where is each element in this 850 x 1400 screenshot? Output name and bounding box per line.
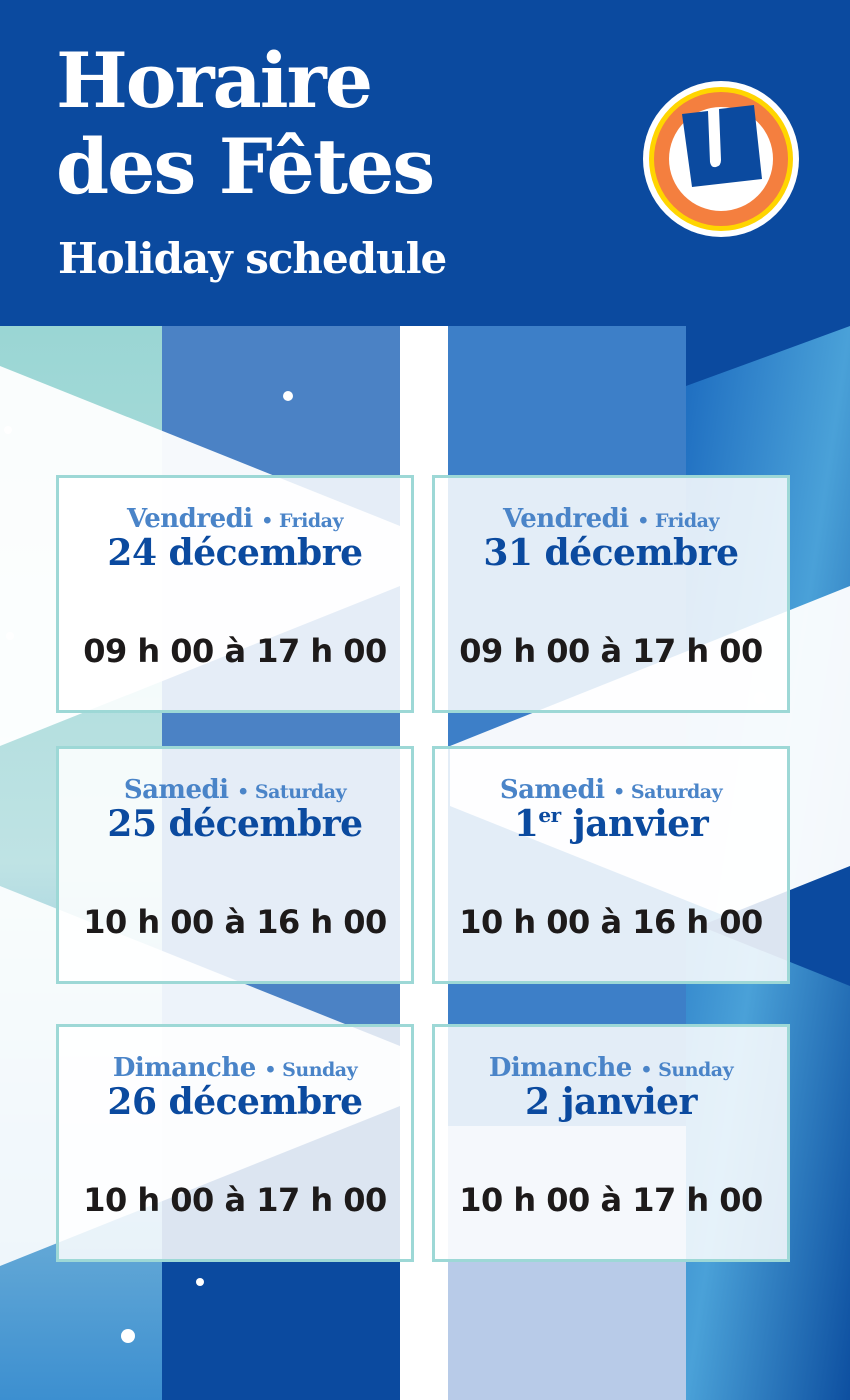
date: 24 décembre xyxy=(107,532,363,574)
day-french: Samedi xyxy=(123,775,229,805)
schedule-card-dec-25: Samedi • Saturday 25 décembre 10 h 00 à … xyxy=(56,746,414,984)
page-title: Horaire des Fêtes xyxy=(56,36,435,211)
day-english: Sunday xyxy=(282,1059,358,1081)
header-banner: Horaire des Fêtes Holiday schedule xyxy=(0,0,850,326)
title-line-2: des Fêtes xyxy=(56,122,435,211)
day-english: Friday xyxy=(279,510,344,532)
separator-dot: • xyxy=(637,510,649,532)
date: 31 décembre xyxy=(483,532,739,574)
schedule-card-jan-1: Samedi • Saturday 1er janvier 10 h 00 à … xyxy=(432,746,790,984)
ordinal-suffix: er xyxy=(538,803,561,827)
separator-dot: • xyxy=(613,781,625,803)
day-english: Saturday xyxy=(254,781,347,803)
opening-hours: 10 h 00 à 16 h 00 xyxy=(459,903,763,941)
date: 2 janvier xyxy=(524,1081,698,1123)
day-english: Saturday xyxy=(630,781,723,803)
date: 25 décembre xyxy=(107,803,363,845)
separator-dot: • xyxy=(261,510,273,532)
day-english: Friday xyxy=(655,510,720,532)
store-logo-icon xyxy=(643,81,799,237)
page-subtitle: Holiday schedule xyxy=(58,234,447,283)
separator-dot: • xyxy=(640,1059,653,1081)
date: 1er janvier xyxy=(513,803,709,845)
date: 26 décembre xyxy=(107,1081,363,1123)
day-french: Dimanche xyxy=(488,1053,632,1083)
separator-dot: • xyxy=(264,1059,277,1081)
day-french: Dimanche xyxy=(112,1053,256,1083)
opening-hours: 10 h 00 à 17 h 00 xyxy=(83,1181,387,1219)
schedule-card-jan-2: Dimanche • Sunday 2 janvier 10 h 00 à 17… xyxy=(432,1024,790,1262)
day-english: Sunday xyxy=(658,1059,734,1081)
day-french: Vendredi xyxy=(502,504,629,534)
schedule-card-dec-31: Vendredi • Friday 31 décembre 09 h 00 à … xyxy=(432,475,790,713)
opening-hours: 10 h 00 à 16 h 00 xyxy=(83,903,387,941)
opening-hours: 09 h 00 à 17 h 00 xyxy=(459,632,763,670)
day-french: Samedi xyxy=(499,775,605,805)
opening-hours: 09 h 00 à 17 h 00 xyxy=(83,632,387,670)
schedule-card-dec-26: Dimanche • Sunday 26 décembre 10 h 00 à … xyxy=(56,1024,414,1262)
title-line-1: Horaire xyxy=(56,36,373,125)
schedule-card-dec-24: Vendredi • Friday 24 décembre 09 h 00 à … xyxy=(56,475,414,713)
separator-dot: • xyxy=(237,781,249,803)
opening-hours: 10 h 00 à 17 h 00 xyxy=(459,1181,763,1219)
day-french: Vendredi xyxy=(126,504,253,534)
